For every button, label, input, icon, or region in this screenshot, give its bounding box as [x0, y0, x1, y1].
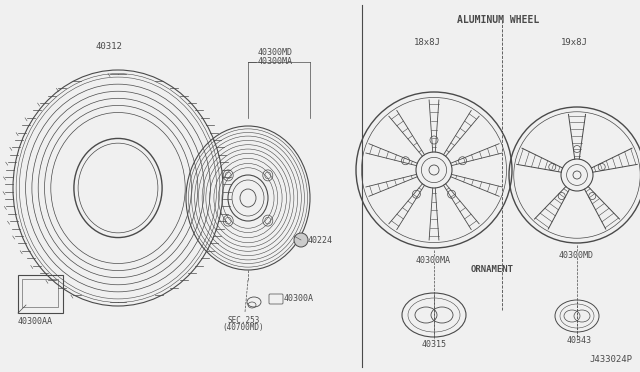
Text: 40300MA: 40300MA [416, 256, 451, 265]
Text: 40300AA: 40300AA [18, 317, 53, 326]
Bar [22, 279, 58, 307]
Bar [18, 275, 63, 313]
Text: ORNAMENT: ORNAMENT [470, 265, 513, 274]
Text: 40300MA: 40300MA [258, 57, 293, 66]
Text: 40300MD: 40300MD [258, 48, 293, 57]
Text: SEC.253: SEC.253 [227, 316, 259, 325]
Text: 40315: 40315 [422, 340, 447, 349]
Text: ALUMINUM WHEEL: ALUMINUM WHEEL [457, 15, 540, 25]
Text: 40224: 40224 [308, 236, 333, 245]
Text: 40343: 40343 [567, 336, 592, 345]
Text: 18x8J: 18x8J [414, 38, 441, 47]
Text: J433024P: J433024P [589, 355, 632, 364]
Text: 40312: 40312 [96, 42, 123, 51]
Text: 19x8J: 19x8J [561, 38, 588, 47]
Text: 40300MD: 40300MD [559, 251, 594, 260]
Text: 40300A: 40300A [284, 294, 314, 303]
Text: (40700MD): (40700MD) [222, 323, 264, 332]
Ellipse shape [294, 233, 308, 247]
